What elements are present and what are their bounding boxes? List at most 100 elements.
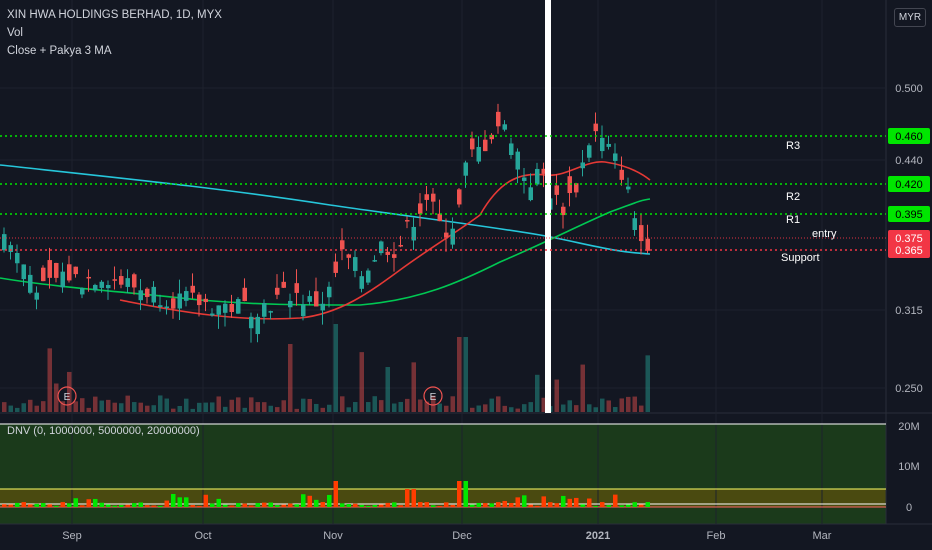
volume-bar xyxy=(353,402,358,412)
dnv-bar xyxy=(301,494,306,507)
dnv-bar xyxy=(327,494,332,507)
volume-bar xyxy=(8,405,13,412)
volume-bar xyxy=(372,396,377,412)
volume-bar xyxy=(515,408,520,412)
candle-body xyxy=(47,260,52,278)
volume-bar xyxy=(132,402,137,412)
volume-bar xyxy=(93,396,98,412)
price-tag xyxy=(888,242,930,258)
indicator-legend[interactable]: DNV (0, 1000000, 5000000, 20000000) xyxy=(7,425,200,437)
candle-body xyxy=(509,143,514,156)
dnv-bar xyxy=(197,505,202,507)
candle-body xyxy=(80,288,85,295)
price-tick: 0.440 xyxy=(895,155,923,167)
earnings-marker xyxy=(57,386,77,406)
candle-body xyxy=(320,303,325,311)
candle-body xyxy=(177,293,182,309)
dnv-bar xyxy=(223,504,228,507)
volume-bar xyxy=(522,404,527,412)
dnv-bar xyxy=(216,498,221,507)
volume-bar xyxy=(580,364,585,412)
volume-bar xyxy=(255,402,260,412)
dnv-bar xyxy=(463,481,468,507)
candle-body xyxy=(619,169,624,180)
ma-legend[interactable]: Close + Pakya 3 MA xyxy=(7,45,112,57)
dnv-bar xyxy=(359,504,364,507)
dnv-bar xyxy=(54,505,59,507)
volume-bar xyxy=(73,401,78,412)
candle-body xyxy=(236,299,241,314)
price-tag xyxy=(888,176,930,192)
volume-bar xyxy=(431,395,436,412)
volume-bar xyxy=(346,407,351,412)
dnv-bar xyxy=(151,505,156,507)
dnv-bar xyxy=(392,502,397,507)
time-tick: Mar xyxy=(813,530,832,542)
volume-bar xyxy=(359,352,364,412)
dnv-bar xyxy=(255,503,260,507)
dnv-bar xyxy=(106,504,111,507)
candle-body xyxy=(21,264,26,280)
volume-bar xyxy=(236,397,241,412)
volume-bar xyxy=(171,408,176,412)
volume-bar xyxy=(106,399,111,412)
candle-body xyxy=(470,138,475,150)
candle-body xyxy=(132,274,137,288)
dnv-bar xyxy=(405,489,410,507)
dnv-bar xyxy=(242,503,247,507)
volume-bar xyxy=(561,404,566,412)
level-label-r3: R3 xyxy=(786,140,800,152)
candle-body xyxy=(249,316,254,329)
candle-body xyxy=(372,260,377,262)
dnv-bar xyxy=(606,505,611,507)
candle-body xyxy=(281,281,286,288)
dnv-bar xyxy=(34,503,39,507)
dnv-bar xyxy=(41,503,46,507)
candle-body xyxy=(112,279,117,281)
volume-bar xyxy=(80,398,85,412)
volume-bar xyxy=(229,399,234,412)
volume-bar xyxy=(164,398,169,412)
volume-bar xyxy=(463,337,468,412)
candle-body xyxy=(86,276,91,279)
candle-body xyxy=(626,186,631,190)
dnv-bar xyxy=(307,495,312,507)
volume-bar xyxy=(15,407,20,412)
candle-body xyxy=(294,283,299,293)
dnv-bar xyxy=(229,505,234,507)
candle-body xyxy=(359,276,364,289)
dnv-bar xyxy=(600,502,605,507)
volume-bar xyxy=(275,407,280,412)
volume-bar xyxy=(268,405,273,412)
candle-body xyxy=(171,298,176,309)
volume-bar xyxy=(28,399,33,412)
candle-body xyxy=(593,123,598,132)
volume-bar xyxy=(288,344,293,412)
candle-body xyxy=(93,284,98,291)
dnv-bar xyxy=(80,505,85,507)
price-tag-label: 0.395 xyxy=(895,209,923,221)
volume-bar xyxy=(197,402,202,412)
level-label-support: Support xyxy=(781,252,820,264)
volume-bar xyxy=(60,401,65,412)
candle-body xyxy=(164,306,169,309)
currency-button[interactable]: MYR xyxy=(894,8,926,27)
dnv-bar xyxy=(528,504,533,507)
candle-body xyxy=(587,145,592,158)
volume-bar xyxy=(379,400,384,412)
volume-bar xyxy=(639,405,644,412)
volume-bar xyxy=(86,407,91,412)
volume-bar xyxy=(418,399,423,412)
candle-body xyxy=(502,124,507,130)
candle-body xyxy=(437,213,442,222)
candle-body xyxy=(535,168,540,185)
candle-body xyxy=(632,218,637,230)
candle-body xyxy=(463,162,468,176)
volume-legend[interactable]: Vol xyxy=(7,27,23,39)
volume-bar xyxy=(151,405,156,412)
dnv-bar xyxy=(346,503,351,507)
volume-bar xyxy=(184,398,189,412)
candle-body xyxy=(405,220,410,222)
dnv-bar xyxy=(15,502,20,507)
